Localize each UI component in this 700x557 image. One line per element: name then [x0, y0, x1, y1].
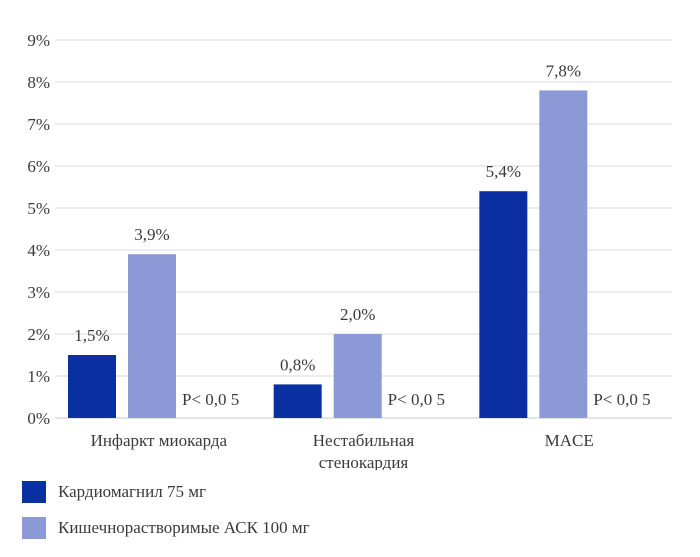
- category-label: MACE: [545, 431, 594, 450]
- p-value-annotation: P< 0,0 5: [593, 390, 650, 409]
- y-axis-ticks: 0% 1% 2% 3% 4% 5% 6% 7% 8% 9%: [27, 31, 50, 428]
- legend: Кардиомагнил 75 мг Кишечнорастворимые АС…: [22, 480, 310, 552]
- bar: [273, 384, 322, 418]
- y-tick-label: 8%: [27, 73, 50, 92]
- category-label: Инфаркт миокарда: [91, 431, 228, 450]
- data-label: 0,8%: [280, 355, 315, 374]
- bar: [539, 90, 588, 419]
- data-labels: 1,5% 3,9% P< 0,0 5 0,8% 2,0% P< 0,0 5 5,4% 7,8%…: [74, 61, 650, 409]
- y-tick-label: 1%: [27, 367, 50, 386]
- legend-swatch-series-2: [22, 517, 46, 539]
- y-tick-label: 6%: [27, 157, 50, 176]
- data-label: 3,9%: [134, 225, 169, 244]
- y-tick-label: 2%: [27, 325, 50, 344]
- bar-chart: 0% 1% 2% 3% 4% 5% 6% 7% 8% 9% 1,5% 3,9% P< 0,0 5 0,8…: [27, 31, 672, 470]
- y-tick-label: 0%: [27, 409, 50, 428]
- p-value-annotation: P< 0,0 5: [182, 390, 239, 409]
- category-label: Нестабильная: [313, 431, 415, 450]
- category-labels: Инфаркт миокарда Нестабильная стенокардия M…: [91, 431, 594, 470]
- y-tick-label: 9%: [27, 31, 50, 50]
- category-label: стенокардия: [319, 453, 409, 470]
- y-tick-label: 7%: [27, 115, 50, 134]
- data-label: 2,0%: [340, 305, 375, 324]
- data-label: 5,4%: [486, 162, 521, 181]
- bar: [68, 355, 116, 418]
- y-tick-label: 4%: [27, 241, 50, 260]
- legend-label-series-1: Кардиомагнил 75 мг: [58, 482, 206, 501]
- data-label: 7,8%: [546, 61, 581, 80]
- data-label: 1,5%: [74, 326, 109, 345]
- legend-item-series-2: Кишечнорастворимые АСК 100 мг: [22, 516, 310, 540]
- y-tick-label: 5%: [27, 199, 50, 218]
- legend-label-series-2: Кишечнорастворимые АСК 100 мг: [58, 518, 310, 537]
- bar: [333, 334, 382, 418]
- bar: [128, 254, 176, 418]
- legend-swatch-series-1: [22, 481, 46, 503]
- y-tick-label: 3%: [27, 283, 50, 302]
- bar: [479, 191, 528, 418]
- bars: [68, 90, 588, 419]
- p-value-annotation: P< 0,0 5: [388, 390, 445, 409]
- legend-item-series-1: Кардиомагнил 75 мг: [22, 480, 310, 504]
